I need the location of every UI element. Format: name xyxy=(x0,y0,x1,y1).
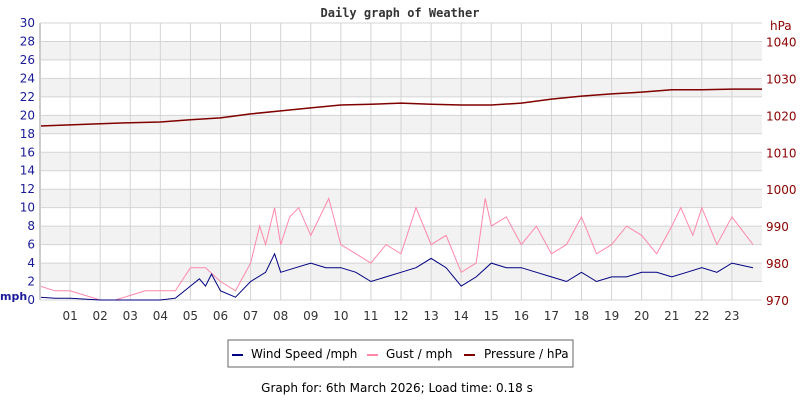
y-tick-right: 970 xyxy=(766,294,789,308)
y-tick-right: 1010 xyxy=(766,146,797,160)
y-tick-left: 18 xyxy=(20,127,35,141)
y-tick-right: 990 xyxy=(766,220,789,234)
legend: Wind Speed /mph Gust / mph Pressure / hP… xyxy=(227,339,574,368)
chart-title: Daily graph of Weather xyxy=(321,6,480,20)
y-tick-left: 8 xyxy=(27,219,35,233)
x-tick: 06 xyxy=(213,309,228,323)
x-tick: 15 xyxy=(484,309,499,323)
y-tick-left: 26 xyxy=(20,53,35,67)
y-tick-left: 30 xyxy=(20,16,35,30)
x-tick: 18 xyxy=(574,309,589,323)
x-tick: 22 xyxy=(694,309,709,323)
legend-label-gust: Gust / mph xyxy=(386,347,452,361)
x-tick: 04 xyxy=(153,309,168,323)
gridlines xyxy=(40,22,762,301)
x-tick: 05 xyxy=(183,309,198,323)
x-tick: 21 xyxy=(664,309,679,323)
y-tick-left: 6 xyxy=(27,238,35,252)
x-tick: 07 xyxy=(243,309,258,323)
x-tick: 13 xyxy=(423,309,438,323)
y-tick-right: 1040 xyxy=(766,35,797,49)
series-line-gust xyxy=(39,196,754,301)
x-tick: 02 xyxy=(93,309,108,323)
series-line-pressure xyxy=(39,88,762,127)
y-tick-left: 12 xyxy=(20,182,35,196)
x-tick: 17 xyxy=(544,309,559,323)
y-axis-left-label: mph xyxy=(0,290,27,303)
y-tick-left: 0 xyxy=(27,293,35,307)
series-line-wind xyxy=(39,252,754,301)
y-tick-left: 4 xyxy=(27,256,35,270)
x-tick: 23 xyxy=(724,309,739,323)
y-axis-right-label: hPa xyxy=(770,19,792,33)
legend-label-pressure: Pressure / hPa xyxy=(484,347,569,361)
x-tick: 09 xyxy=(303,309,318,323)
y-tick-left: 16 xyxy=(20,145,35,159)
y-tick-left: 20 xyxy=(20,108,35,122)
y-tick-right: 1000 xyxy=(766,183,797,197)
x-tick: 08 xyxy=(273,309,288,323)
x-tick: 01 xyxy=(62,309,77,323)
y-tick-left: 28 xyxy=(20,34,35,48)
series-lines xyxy=(39,88,762,301)
legend-label-wind: Wind Speed /mph xyxy=(251,347,357,361)
x-tick: 20 xyxy=(634,309,649,323)
y-tick-left: 24 xyxy=(20,71,35,85)
y-tick-left: 10 xyxy=(20,201,35,215)
x-tick: 11 xyxy=(363,309,378,323)
footer-text: Graph for: 6th March 2026; Load time: 0.… xyxy=(261,381,533,395)
x-tick: 14 xyxy=(454,309,469,323)
y-tick-left: 22 xyxy=(20,90,35,104)
y-tick-left: 2 xyxy=(27,275,35,289)
y-tick-right: 1020 xyxy=(766,109,797,123)
x-tick: 12 xyxy=(393,309,408,323)
x-tick: 03 xyxy=(123,309,138,323)
x-tick: 10 xyxy=(333,309,348,323)
x-tick: 16 xyxy=(514,309,529,323)
y-tick-right: 980 xyxy=(766,257,789,271)
y-tick-left: 14 xyxy=(20,164,35,178)
y-tick-right: 1030 xyxy=(766,72,797,86)
x-tick: 19 xyxy=(604,309,619,323)
